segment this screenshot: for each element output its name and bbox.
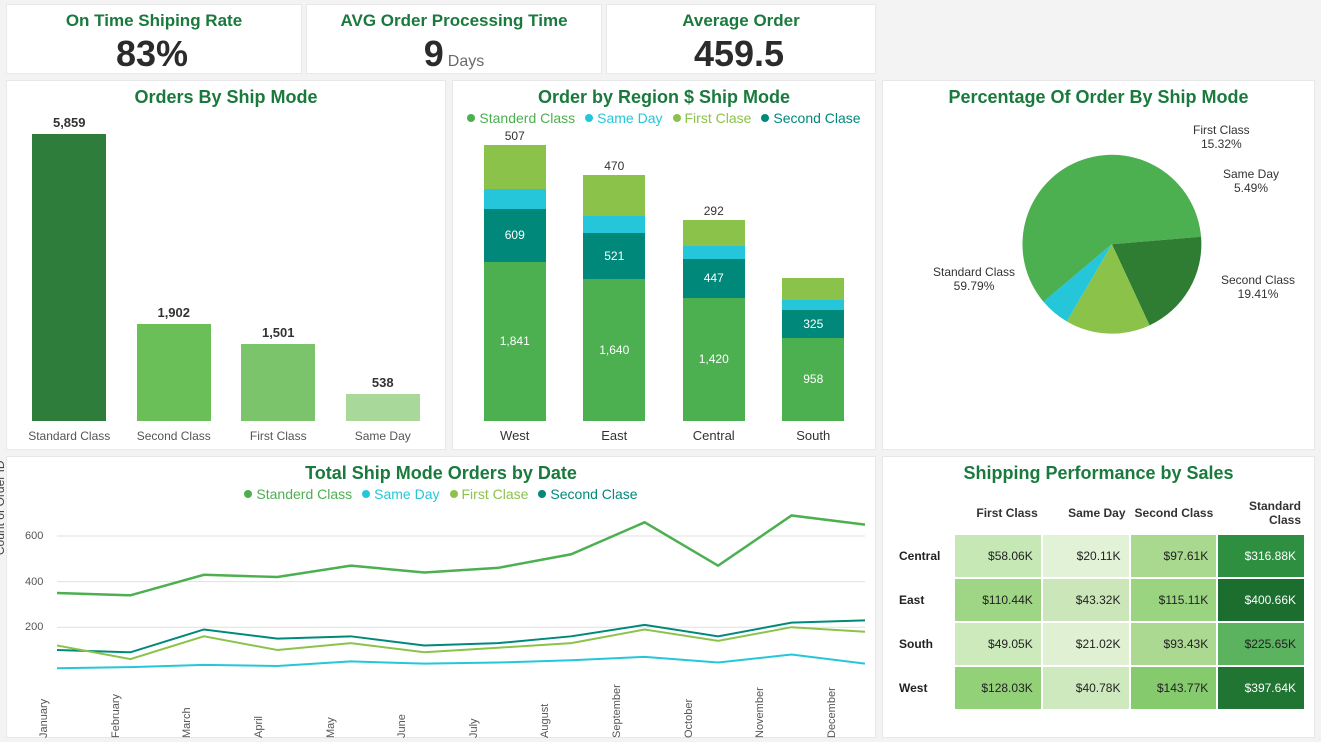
- table-row: East$110.44K$43.32K$115.11K$400.66K: [892, 578, 1305, 622]
- pie-label: First Class15.32%: [1193, 123, 1250, 152]
- y-axis-title: Count of Order ID: [0, 460, 7, 555]
- kpi-card-on-time: On Time Shiping Rate 83%: [6, 4, 302, 74]
- legend-item: First Clase: [673, 110, 752, 126]
- stacked-x-labels: WestEastCentralSouth: [465, 428, 863, 443]
- legend-item: Second Clase: [761, 110, 860, 126]
- bar-x-labels: Standard ClassSecond ClassFirst ClassSam…: [17, 429, 435, 443]
- legend-item: Same Day: [585, 110, 662, 126]
- table-row: Central$58.06K$20.11K$97.61K$316.88K: [892, 534, 1305, 578]
- stack-col: 1,640521470: [574, 145, 654, 421]
- bar-chart: 5,8591,9021,501538: [17, 115, 435, 421]
- panel-order-by-region: Order by Region $ Ship Mode Standerd Cla…: [452, 80, 876, 450]
- panel-pie-ship-mode: Percentage Of Order By Ship Mode Standar…: [882, 80, 1315, 450]
- panel-line-chart: Total Ship Mode Orders by Date Standerd …: [6, 456, 876, 738]
- bar-col: 1,501: [232, 115, 324, 421]
- dashboard: On Time Shiping Rate 83% AVG Order Proce…: [0, 0, 1321, 742]
- legend-item: First Clase: [450, 486, 529, 502]
- legend-item: Same Day: [362, 486, 439, 502]
- panel-title: Percentage Of Order By Ship Mode: [883, 81, 1314, 108]
- kpi-value: 9Days: [307, 33, 601, 75]
- kpi-title: Average Order: [607, 5, 875, 31]
- stack-col: 958325: [773, 145, 853, 421]
- bar-col: 5,859: [23, 115, 115, 421]
- legend-item: Second Clase: [538, 486, 637, 502]
- stacked-bar-chart: 1,8416095071,6405214701,420447292958325: [465, 145, 863, 421]
- pie-label: Same Day5.49%: [1223, 167, 1279, 196]
- table-row: South$49.05K$21.02K$93.43K$225.65K: [892, 622, 1305, 666]
- panel-title: Orders By Ship Mode: [7, 81, 445, 108]
- bar-col: 1,902: [128, 115, 220, 421]
- pie-chart: Standard Class59.79% Second Class19.41% Fi…: [893, 115, 1304, 439]
- kpi-card-avg-processing: AVG Order Processing Time 9Days: [306, 4, 602, 74]
- kpi-title: AVG Order Processing Time: [307, 5, 601, 31]
- panel-title: Total Ship Mode Orders by Date: [7, 457, 875, 484]
- panel-title: Shipping Performance by Sales: [883, 457, 1314, 484]
- kpi-title: On Time Shiping Rate: [7, 5, 301, 31]
- stack-col: 1,420447292: [674, 145, 754, 421]
- pie-label: Standard Class59.79%: [933, 265, 1015, 294]
- y-axis: Count of Order ID: [9, 513, 23, 673]
- line-x-labels: JanuaryFebruaryMarchAprilMayJuneJulyAugu…: [57, 675, 865, 733]
- pie-label: Second Class19.41%: [1221, 273, 1295, 302]
- legend-item: Standerd Class: [467, 110, 575, 126]
- kpi-card-avg-order: Average Order 459.5: [606, 4, 876, 74]
- panel-heatmap: Shipping Performance by Sales First Clas…: [882, 456, 1315, 738]
- heatmap: First ClassSame DaySecond ClassStandard …: [891, 493, 1306, 729]
- legend: Standerd Class Same Day First Clase Second …: [7, 486, 875, 502]
- bar-col: 538: [337, 115, 429, 421]
- heat-table: First ClassSame DaySecond ClassStandard …: [891, 493, 1306, 711]
- legend-item: Standerd Class: [244, 486, 352, 502]
- kpi-value: 83%: [7, 33, 301, 75]
- table-row: West$128.03K$40.78K$143.77K$397.64K: [892, 666, 1305, 710]
- stack-col: 1,841609507: [475, 145, 555, 421]
- panel-title: Order by Region $ Ship Mode: [453, 81, 875, 108]
- panel-orders-by-ship-mode: Orders By Ship Mode 5,8591,9021,501538 S…: [6, 80, 446, 450]
- kpi-value: 459.5: [607, 33, 875, 75]
- legend: Standerd Class Same Day First Clase Second …: [453, 110, 875, 126]
